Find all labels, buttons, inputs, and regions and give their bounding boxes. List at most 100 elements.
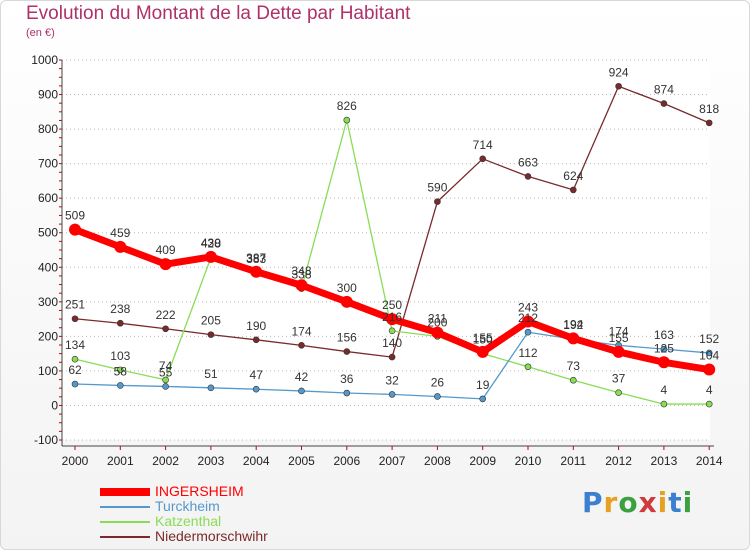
data-label: 74	[159, 359, 173, 373]
legend-label: Turckheim	[155, 498, 220, 514]
data-point	[162, 376, 169, 384]
data-point	[524, 173, 532, 180]
data-point	[703, 363, 716, 376]
brand-letter: r	[603, 486, 619, 519]
data-point	[660, 345, 668, 353]
x-tick-label: 2000	[62, 454, 89, 468]
data-label: 714	[473, 138, 493, 152]
data-label: 251	[65, 298, 85, 312]
data-point	[207, 384, 215, 392]
data-label: 47	[250, 368, 264, 382]
x-tick-label: 2008	[424, 454, 451, 468]
data-label: 174	[291, 324, 311, 338]
y-tick-label: 900	[38, 88, 58, 102]
data-label: 348	[291, 264, 311, 278]
data-point	[71, 315, 79, 323]
legend-swatch	[100, 536, 150, 538]
chart-title: Evolution du Montant de la Dette par Hab…	[26, 3, 411, 24]
data-label: 509	[65, 209, 85, 223]
x-tick-label: 2011	[560, 454, 586, 468]
data-point	[159, 258, 172, 271]
data-point	[343, 348, 351, 355]
y-tick-label: 0	[51, 398, 58, 412]
data-label: 624	[563, 169, 583, 183]
data-label: 387	[246, 251, 266, 265]
data-label: 243	[518, 301, 538, 315]
data-point	[657, 356, 670, 369]
data-label: 140	[382, 336, 402, 350]
data-label: 874	[654, 83, 674, 97]
data-label: 428	[201, 237, 221, 251]
data-label: 112	[518, 346, 537, 360]
chart-unit: (en €)	[26, 27, 55, 39]
data-label: 300	[337, 281, 357, 295]
data-label: 826	[337, 99, 357, 113]
data-point	[612, 345, 625, 358]
data-point	[522, 315, 534, 328]
data-point	[524, 328, 532, 336]
data-label: 4	[706, 383, 713, 397]
data-point	[567, 332, 580, 345]
data-point	[705, 119, 713, 127]
y-tick-label: 800	[38, 122, 58, 136]
data-point	[476, 345, 489, 358]
data-label: 32	[385, 373, 399, 387]
data-point	[162, 383, 169, 390]
data-point	[117, 382, 124, 389]
data-point	[117, 319, 124, 327]
data-label: 383	[246, 252, 266, 266]
data-label: 4	[661, 383, 668, 397]
legend-swatch	[100, 521, 150, 523]
x-tick-label: 2009	[469, 454, 496, 468]
data-point	[569, 186, 577, 194]
proxiti-logo: Proxiti	[582, 486, 693, 519]
data-label: 818	[699, 102, 719, 116]
data-label: 36	[340, 372, 354, 386]
data-point	[340, 295, 353, 308]
data-point	[434, 198, 441, 205]
y-tick-label: 100	[38, 364, 58, 378]
data-label: 430	[201, 236, 221, 250]
y-tick-label: 700	[38, 157, 58, 171]
data-point	[298, 387, 305, 395]
legend-label: Niedermorschwihr	[155, 528, 268, 544]
x-tick-label: 2007	[379, 454, 406, 468]
legend-swatch	[100, 506, 150, 508]
data-point	[569, 376, 577, 384]
data-label: 125	[654, 341, 674, 355]
data-point	[162, 325, 169, 333]
data-label: 409	[156, 243, 176, 257]
data-point	[479, 155, 487, 163]
data-point	[479, 395, 487, 403]
x-tick-label: 2005	[288, 454, 315, 468]
data-label: 156	[337, 331, 357, 345]
data-label: 212	[518, 311, 538, 325]
data-point	[117, 366, 124, 374]
data-point	[705, 349, 713, 357]
data-point	[660, 100, 668, 107]
y-tick-label: 400	[38, 260, 58, 274]
brand-letter: i	[657, 486, 669, 519]
data-point	[615, 389, 622, 396]
brand-letter: o	[618, 486, 639, 519]
data-point	[388, 391, 396, 398]
data-point	[434, 393, 441, 400]
data-label: 62	[68, 363, 82, 377]
y-tick-label: 1000	[31, 53, 58, 67]
y-tick-label: 300	[38, 295, 58, 309]
data-label: 155	[609, 331, 629, 345]
data-label: 103	[110, 349, 130, 363]
data-label: 55	[159, 365, 173, 379]
data-label: 163	[654, 328, 674, 342]
x-tick-label: 2010	[515, 454, 542, 468]
legend-label: Katzenthal	[155, 513, 222, 529]
data-point	[295, 279, 308, 292]
data-point	[705, 400, 713, 408]
data-label: 19	[476, 378, 490, 392]
data-label: 222	[156, 308, 176, 322]
data-point	[71, 355, 79, 363]
data-point	[114, 240, 127, 253]
data-label: 338	[291, 268, 311, 282]
data-point	[524, 363, 532, 371]
